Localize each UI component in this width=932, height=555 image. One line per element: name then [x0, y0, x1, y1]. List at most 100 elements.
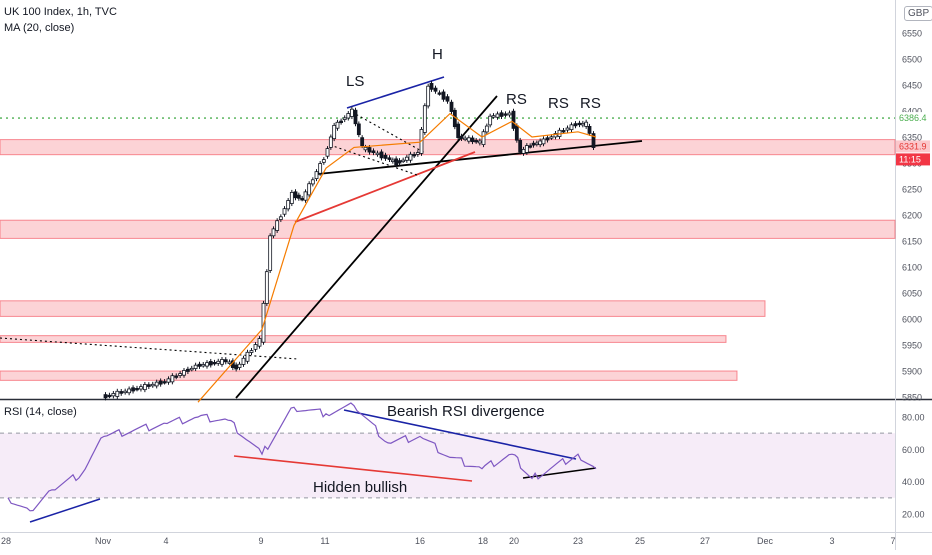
- candle: [387, 157, 392, 160]
- candle: [321, 159, 326, 163]
- trend-lines[interactable]: [0, 76, 895, 523]
- candle: [371, 150, 376, 154]
- candle: [521, 148, 526, 154]
- candle: [538, 140, 543, 146]
- candle: [394, 158, 399, 166]
- candle: [514, 125, 519, 141]
- candle: [422, 105, 427, 133]
- sr-zone[interactable]: [0, 335, 727, 343]
- candle: [518, 139, 523, 153]
- candle: [278, 216, 283, 220]
- candle: [197, 363, 202, 367]
- candle: [220, 359, 224, 365]
- uptrend-line[interactable]: [235, 95, 498, 399]
- rsi-support-line[interactable]: [522, 467, 597, 479]
- candle: [463, 137, 468, 141]
- candle: [150, 383, 155, 387]
- rs-label-2[interactable]: RS: [548, 95, 569, 112]
- rsi-tick: 20.00: [902, 510, 925, 520]
- candle: [227, 361, 232, 364]
- sr-zones: [0, 139, 896, 381]
- dotted-level-label: 6386.4: [899, 113, 927, 123]
- candle: [342, 117, 347, 120]
- sr-zone[interactable]: [0, 219, 896, 239]
- current-price-label-bg: [896, 140, 930, 153]
- candle: [466, 137, 471, 142]
- price-tick: 6500: [902, 55, 922, 65]
- price-tick: 6550: [902, 29, 922, 39]
- price-series: [103, 80, 596, 401]
- candle: [257, 338, 262, 347]
- candle: [131, 387, 135, 392]
- candle: [534, 142, 539, 145]
- rsi-hidden-bullish-line[interactable]: [233, 455, 473, 482]
- candle: [577, 122, 582, 126]
- bearish-divergence-label[interactable]: Bearish RSI divergence: [387, 403, 545, 420]
- candle: [511, 110, 516, 129]
- candle: [415, 152, 420, 155]
- rsi-bullish-line[interactable]: [29, 498, 101, 523]
- time-tick: 7: [890, 536, 895, 546]
- candle: [115, 390, 120, 397]
- candle: [495, 113, 500, 118]
- dotted-wedge-upper[interactable]: [351, 111, 426, 154]
- candle: [541, 138, 546, 145]
- candle: [234, 364, 239, 370]
- candle: [346, 113, 351, 119]
- candle: [307, 183, 312, 196]
- h-label[interactable]: H: [432, 46, 443, 63]
- price-tick: 6450: [902, 81, 922, 91]
- rsi-series: [7, 402, 597, 512]
- candle: [135, 387, 139, 391]
- price-tick: 6000: [902, 315, 922, 325]
- higher-low-line[interactable]: [294, 151, 476, 223]
- rs-label-3[interactable]: RS: [580, 95, 601, 112]
- currency-badge[interactable]: GBP: [904, 6, 932, 21]
- sr-zone[interactable]: [0, 139, 896, 156]
- dotted-wedge-lower[interactable]: [329, 144, 421, 177]
- candle: [569, 124, 574, 131]
- sr-zone[interactable]: [0, 300, 766, 317]
- shoulder-head-line[interactable]: [346, 76, 445, 109]
- candle: [531, 142, 536, 146]
- candle: [139, 386, 143, 390]
- candle: [178, 373, 183, 376]
- neckline[interactable]: [317, 140, 643, 175]
- rs-label-1[interactable]: RS: [506, 91, 527, 108]
- candle: [470, 137, 475, 143]
- time-tick: 27: [700, 536, 710, 546]
- dotted-level-label-bg: [896, 112, 930, 125]
- candle: [127, 388, 132, 394]
- candle: [390, 159, 395, 162]
- countdown-label: 11:15: [899, 154, 921, 164]
- candle: [103, 394, 108, 399]
- candle: [397, 160, 402, 164]
- candle: [264, 271, 269, 304]
- candle: [245, 351, 250, 362]
- rsi-bearish-divergence-line[interactable]: [343, 409, 577, 460]
- candle: [271, 228, 276, 237]
- time-tick: 25: [635, 536, 645, 546]
- sr-zone[interactable]: [0, 370, 738, 381]
- candle: [383, 154, 388, 159]
- hidden-bullish-label[interactable]: Hidden bullish: [313, 479, 407, 496]
- countdown-label-bg: [896, 153, 930, 166]
- rsi-tick: 80.00: [902, 413, 925, 423]
- candle: [429, 83, 434, 90]
- rsi-tick: 60.00: [902, 445, 925, 455]
- candle: [310, 179, 315, 185]
- candle: [459, 135, 464, 139]
- rsi-label: RSI (14, close): [4, 406, 77, 418]
- candle: [332, 125, 337, 140]
- ls-label[interactable]: LS: [346, 73, 364, 90]
- candle: [441, 91, 446, 100]
- candle: [289, 191, 294, 204]
- candle: [300, 198, 305, 201]
- candle: [408, 153, 413, 161]
- candle: [353, 109, 358, 125]
- candle: [528, 145, 533, 148]
- symbol-label: UK 100 Index, 1h, TVC: [4, 6, 117, 18]
- price-tick: 6250: [902, 185, 922, 195]
- time-tick: 18: [478, 536, 488, 546]
